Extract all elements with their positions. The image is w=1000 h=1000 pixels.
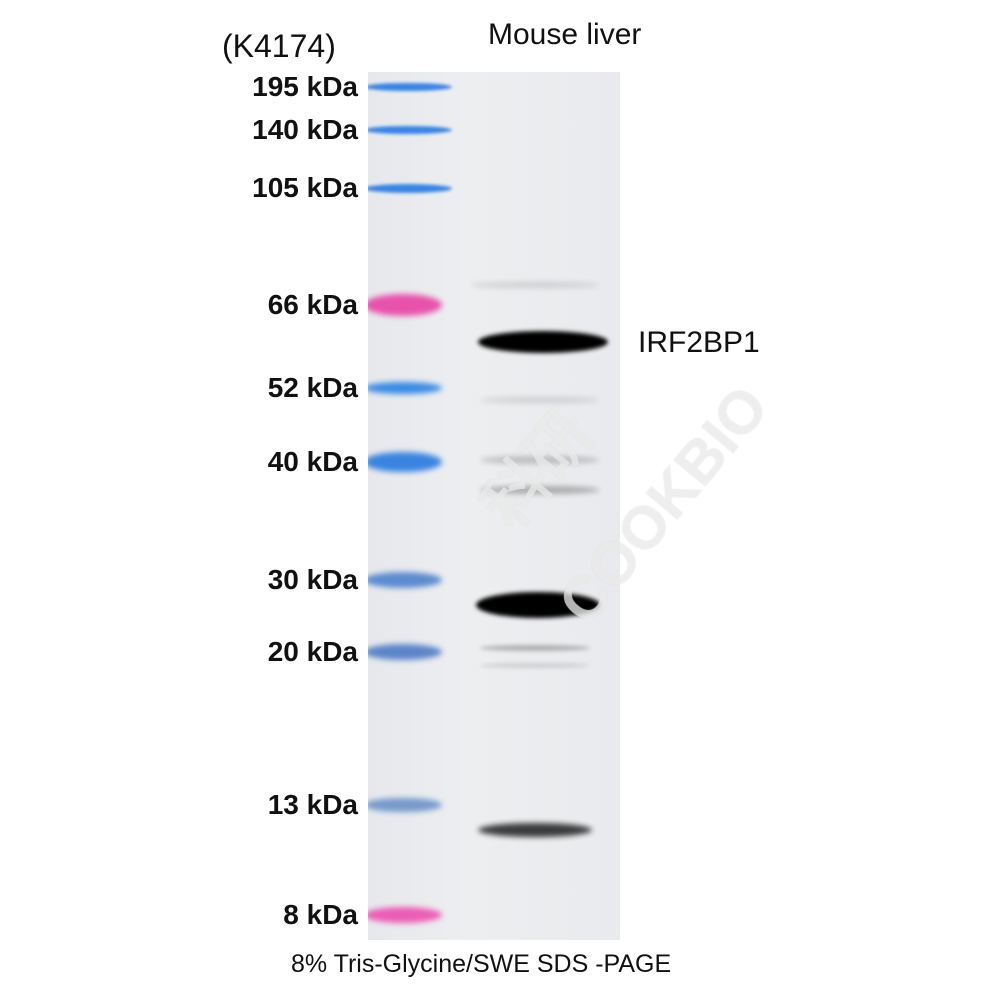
- ladder-band: [368, 294, 442, 316]
- ladder-band: [368, 83, 452, 91]
- marker-label: 140 kDa: [252, 114, 358, 145]
- target-band-label: IRF2BP1: [638, 326, 760, 359]
- ladder-band: [368, 183, 452, 193]
- marker-label: 8 kDa: [283, 899, 358, 930]
- protein-band: [476, 592, 600, 618]
- protein-band: [478, 823, 592, 837]
- protein-band: [480, 662, 590, 668]
- catalog-number: (K4174): [222, 28, 336, 64]
- ladder-band: [368, 382, 442, 394]
- ladder-band: [368, 572, 442, 588]
- marker-label: 52 kDa: [267, 372, 358, 403]
- protein-band: [478, 331, 608, 353]
- ladder-band: [368, 798, 442, 812]
- lane-label: Mouse liver: [488, 18, 642, 51]
- marker-label: 195 kDa: [252, 71, 358, 102]
- marker-label: 40 kDa: [267, 446, 358, 477]
- blot-membrane: [368, 72, 620, 940]
- marker-label: 66 kDa: [267, 289, 358, 320]
- marker-label: 13 kDa: [267, 789, 358, 820]
- ladder-band: [368, 907, 442, 923]
- marker-label: 105 kDa: [252, 172, 358, 203]
- ladder-band: [368, 452, 442, 472]
- gel-caption: 8% Tris-Glycine/SWE SDS -PAGE: [291, 950, 672, 978]
- protein-band: [480, 397, 600, 403]
- ladder-band: [368, 644, 442, 660]
- protein-band: [480, 645, 590, 651]
- protein-band: [480, 456, 600, 464]
- ladder-band: [368, 126, 452, 134]
- protein-band: [470, 282, 600, 288]
- marker-label: 30 kDa: [267, 564, 358, 595]
- marker-label: 20 kDa: [267, 636, 358, 667]
- protein-band: [480, 486, 600, 494]
